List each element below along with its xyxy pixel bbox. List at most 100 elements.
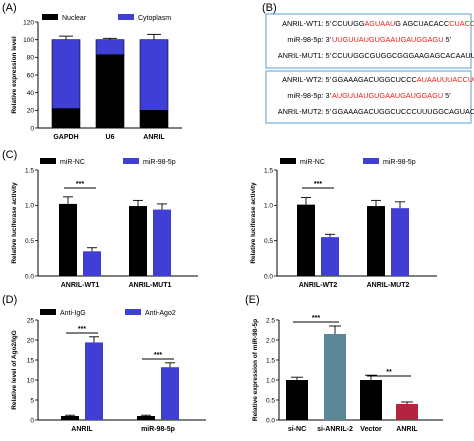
seed-bases: GAUGGAGU <box>401 35 444 44</box>
y-tick-label: 15 <box>27 357 35 364</box>
bar <box>61 416 79 420</box>
seed-bases: UUACCUCC <box>442 75 474 84</box>
sequence-label: ANRIL-MUT1: 5' <box>278 51 332 60</box>
bases: GGAAGAGCACAAUUGAAC <box>403 51 474 60</box>
bases: GGAAAGACUGGCUCCCUUU <box>332 107 433 116</box>
bar <box>95 39 125 55</box>
y-tick-label: 120 <box>23 19 34 26</box>
legend-swatch <box>40 309 56 315</box>
sequence-wt-1: miR-98-5p: 3' <box>287 35 331 44</box>
x-tick-label: ANRIL <box>71 426 93 433</box>
y-tick-label: 0.0 <box>25 273 34 280</box>
bases: AG <box>403 19 414 28</box>
y-tick-label: 1.5 <box>264 167 273 174</box>
significance-label: *** <box>312 315 320 322</box>
panel-label-b: (B) <box>262 2 277 14</box>
bar <box>286 380 308 420</box>
chart-c1: 0.0 0.5 1.0 1.5 Relative luciferase activity… <box>11 158 198 289</box>
sequence-label: ANRIL-WT2: 5' <box>282 75 331 84</box>
legend-label: Anti-IgG <box>60 310 86 317</box>
bases: CUACACC <box>413 19 449 28</box>
sequence-label: miR-98-5p: 3' <box>287 35 331 44</box>
legend-swatch <box>280 158 296 164</box>
y-tick-label: 80 <box>27 55 35 62</box>
bar <box>137 416 155 420</box>
y-tick-label: 2.0 <box>266 337 275 344</box>
bases: G <box>395 19 402 28</box>
legend-label: Anti-Ago2 <box>145 310 176 317</box>
seed-bases: CUACCUCA <box>449 19 474 28</box>
seed-bases: UUGUUAUGUGAAU <box>332 35 401 44</box>
bar <box>161 367 179 420</box>
bases: CCUUGGCGUGGCG <box>332 51 403 60</box>
legend-label: miR-98-5p <box>143 159 176 166</box>
sequence-box-wt2 <box>265 70 472 124</box>
panel-label-e: (E) <box>245 294 260 306</box>
chart-a: 0 20 40 60 80 100 120 Relative expression level… <box>11 14 182 141</box>
sequence-box-wt1 <box>265 13 472 69</box>
y-tick-label: 0.5 <box>264 238 273 245</box>
sequence-panel: ANRIL-WT1: 5' CCUUGGAGUAAUG AGCUACACCCUA… <box>265 13 474 124</box>
y-tick-label: 60 <box>27 72 35 79</box>
y-tick-label: 20 <box>27 337 35 344</box>
y-tick-label: 0 <box>30 125 34 132</box>
sequence-bases-wt-0: CCUUGGAGUAAUG AGCUACACCCUACCUCA 3' <box>332 19 474 28</box>
y-tick-label: 10 <box>27 377 35 384</box>
chart-e: 0.0 0.5 1.0 1.5 2.0 2.5 Relative expression of… <box>252 315 443 433</box>
significance-label: ** <box>386 369 392 376</box>
sequence-bases-mut-1: AUGUUAUGUGAAUGAUGGAGU 5' <box>332 91 451 100</box>
bar <box>153 209 171 276</box>
panel-label-d: (D) <box>2 294 17 306</box>
legend-swatch <box>42 14 58 20</box>
x-tick-label: GAPDH <box>53 134 78 141</box>
y-tick-label: 0 <box>30 417 34 424</box>
bar <box>396 404 418 420</box>
legend-swatch <box>363 158 379 164</box>
legend-swatch <box>118 14 134 20</box>
x-tick-label: U6 <box>106 134 115 141</box>
sequence-wt-0: ANRIL-WT1: 5' <box>282 19 331 28</box>
bar <box>297 204 315 276</box>
legend-swatch <box>125 309 141 315</box>
legend-label: miR-NC <box>300 159 325 166</box>
y-axis-label: Relative luciferase activity <box>11 182 18 264</box>
bar <box>139 39 169 111</box>
y-tick-label: 1.5 <box>266 357 275 364</box>
sequence-mut-0: ANRIL-WT2: 5' <box>282 75 331 84</box>
seed-bases: GAUGGAGU <box>400 91 443 100</box>
sequence-bases-wt-1: UUGUUAUGUGAAUGAUGGAGU 5' <box>332 35 452 44</box>
bar <box>139 110 169 129</box>
bar <box>85 342 103 420</box>
bar <box>59 203 77 276</box>
y-tick-label: 100 <box>23 37 34 44</box>
sequence-bases-wt-2: CCUUGGCGUGGCGGGAAGAGCACAAUUGAAC 3' <box>332 51 474 60</box>
y-tick-label: 2.5 <box>266 317 275 324</box>
y-tick-label: 0.5 <box>266 397 275 404</box>
panel-label-a: (A) <box>2 2 17 14</box>
sequence-wt-2: ANRIL-MUT1: 5' <box>278 51 332 60</box>
legend-label: miR-98-5p <box>383 159 416 166</box>
y-axis-label: Relative expression level <box>11 36 18 114</box>
y-axis-label: Relative luciferase activity <box>250 182 257 264</box>
y-tick-label: 1.5 <box>25 167 34 174</box>
bar <box>51 108 81 129</box>
significance-label: *** <box>76 181 84 188</box>
sequence-label: ANRIL-WT1: 5' <box>282 19 331 28</box>
y-tick-label: 20 <box>27 108 35 115</box>
sequence-lines: ANRIL-WT1: 5' CCUUGGAGUAAUG AGCUACACCCUA… <box>278 19 474 116</box>
bases: GGAAAGACUGGCUCCC <box>332 75 417 84</box>
x-tick-label: si-ANRIL-2 <box>317 426 353 433</box>
significance-label: *** <box>154 352 162 359</box>
bar <box>324 334 346 420</box>
sequence-mut-2: ANRIL-MUT2: 5' <box>278 107 332 116</box>
x-tick-label: ANRIL-MUT1 <box>129 282 172 289</box>
bar <box>360 380 382 420</box>
seed-bases: AG <box>364 19 375 28</box>
sequence-label: ANRIL-MUT2: 5' <box>278 107 332 116</box>
x-tick-label: ANRIL <box>396 426 418 433</box>
y-tick-label: 25 <box>27 317 35 324</box>
legend-swatch <box>123 158 139 164</box>
bases: 5' <box>444 35 452 44</box>
y-axis-label: Relative level of Ago2/IgG <box>11 330 18 410</box>
